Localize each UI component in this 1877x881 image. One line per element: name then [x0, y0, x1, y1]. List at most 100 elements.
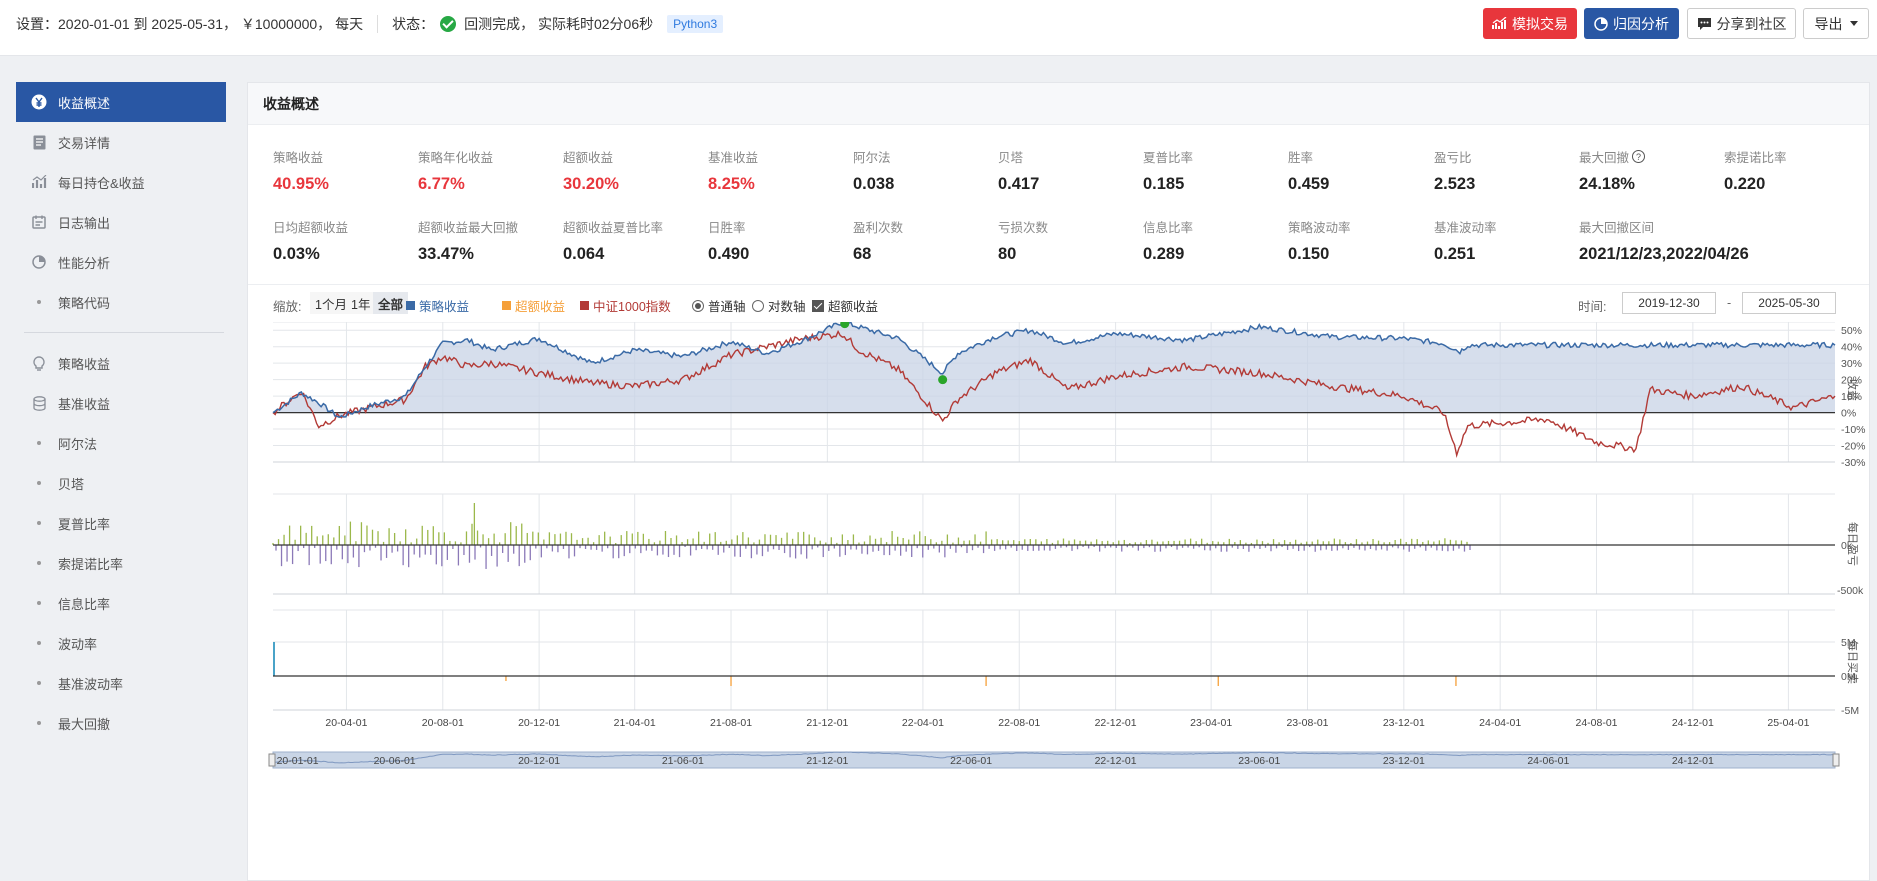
return-chart: 50% 40% 30% 20% 10% 0% -10% -20% -30% 收益: [272, 322, 1866, 469]
log-axis-radio[interactable]: 对数轴: [752, 296, 806, 315]
sidebar-item-benchmark-volatility[interactable]: 基准波动率: [16, 663, 226, 703]
y-tick-label: 10%: [1841, 391, 1862, 403]
sidebar-item-sharpe[interactable]: 夏普比率: [16, 503, 226, 543]
sidebar-item-return-overview[interactable]: 收益概述: [16, 82, 226, 122]
sidebar-item-label: 策略收益: [58, 356, 111, 372]
zoom-1-year-button[interactable]: 1年: [346, 292, 376, 314]
sidebar-item-label: 最大回撤: [58, 716, 111, 732]
attribution-label: 归因分析: [1613, 15, 1669, 32]
sidebar-item-strategy-code[interactable]: 策略代码: [16, 282, 226, 322]
metric-sharpe: 夏普比率 0.185: [1143, 147, 1193, 194]
metric-value: 30.20%: [563, 175, 619, 193]
navigator-tick-label: 24-12-01: [1672, 755, 1714, 767]
bullet-dot-icon: [37, 641, 41, 645]
start-date-input[interactable]: 2019-12-30: [1622, 292, 1716, 314]
metric-value: 2.523: [1434, 175, 1476, 193]
metric-value: 0.185: [1143, 175, 1185, 193]
metric-label: 贝塔: [998, 151, 1024, 165]
metric-value: 0.490: [708, 245, 750, 263]
sidebar: 收益概述 交易详情 每日持仓&收益 日志输出 性能分析 策略代码 策略收益 基准…: [16, 82, 226, 743]
sidebar-item-volatility[interactable]: 波动率: [16, 623, 226, 663]
metric-label: 超额收益: [563, 151, 614, 165]
metric-win-rate: 胜率 0.459: [1288, 147, 1329, 194]
sidebar-item-label: 性能分析: [58, 255, 111, 271]
metric-label: 策略年化收益: [418, 151, 494, 165]
zoom-label: 缩放:: [273, 300, 302, 314]
metric-strategy-return: 策略收益 40.95%: [273, 147, 329, 194]
show-excess-checkbox[interactable]: 超额收益: [812, 296, 878, 315]
export-dropdown-button[interactable]: 导出: [1803, 8, 1869, 39]
lightbulb-icon: [30, 354, 48, 372]
y-tick-label: -5M: [1841, 705, 1859, 717]
daily-pnl-chart: 0k -500k 每日盈亏: [272, 503, 1864, 597]
x-tick-label: 25-04-01: [1767, 717, 1809, 729]
legend-excess-return[interactable]: 超额收益: [502, 296, 565, 315]
sidebar-item-alpha[interactable]: 阿尔法: [16, 423, 226, 463]
metric-label: 盈利次数: [853, 221, 904, 235]
question-circle-icon[interactable]: ?: [1632, 150, 1646, 163]
metric-excess-return: 超额收益 30.20%: [563, 147, 619, 194]
sidebar-item-max-drawdown[interactable]: 最大回撤: [16, 703, 226, 743]
sidebar-item-daily-holdings[interactable]: 每日持仓&收益: [16, 162, 226, 202]
sidebar-item-strategy-return[interactable]: 策略收益: [16, 343, 226, 383]
metric-label: 阿尔法: [853, 151, 891, 165]
log-axis-label: 对数轴: [768, 300, 806, 314]
range-navigator[interactable]: 20-01-01 20-06-01 20-12-01 21-06-01 21-12-01…: [268, 751, 1840, 769]
sidebar-item-log-output[interactable]: 日志输出: [16, 202, 226, 242]
metric-value: 0.038: [853, 175, 895, 193]
x-tick-label: 23-12-01: [1383, 717, 1425, 729]
sidebar-item-performance[interactable]: 性能分析: [16, 242, 226, 282]
simulate-trading-button[interactable]: 模拟交易: [1483, 8, 1577, 39]
backtest-chart[interactable]: 50% 40% 30% 20% 10% 0% -10% -20% -30% 收益 0k -500k 每…: [248, 322, 1869, 881]
metric-value: 0.459: [1288, 175, 1330, 193]
end-date-input[interactable]: 2025-05-30: [1742, 292, 1836, 314]
metric-value: 6.77%: [418, 175, 465, 193]
sidebar-item-label: 策略代码: [58, 295, 111, 311]
sidebar-item-beta[interactable]: 贝塔: [16, 463, 226, 503]
chart-toolbar: 缩放: 1个月 1年 全部 策略收益 超额收益 中证1000指数 普通轴 对数轴…: [248, 289, 1869, 319]
x-tick-label: 21-08-01: [710, 717, 752, 729]
legend-label: 中证1000指数: [593, 300, 671, 314]
backtest-settings: 设置： 2020-01-01 到 2025-05-31， ￥10000000， …: [16, 14, 724, 34]
y-tick-label: -500k: [1837, 585, 1864, 597]
legend-swatch: [580, 301, 589, 310]
metric-value: 68: [853, 245, 872, 263]
sidebar-item-label: 基准波动率: [58, 676, 124, 692]
x-tick-label: 20-04-01: [325, 717, 367, 729]
sidebar-item-benchmark-return[interactable]: 基准收益: [16, 383, 226, 423]
check-circle-icon: [440, 16, 457, 32]
bullet-dot-icon: [37, 300, 41, 304]
metric-label: 策略收益: [273, 151, 324, 165]
daily-trade-chart: 5M 0M -5M 每日买卖: [273, 637, 1860, 717]
legend-benchmark[interactable]: 中证1000指数: [580, 296, 671, 315]
bullet-dot-icon: [37, 481, 41, 485]
share-to-community-button[interactable]: 分享到社区: [1687, 8, 1796, 39]
metric-value: 0.03%: [273, 245, 320, 263]
legend-strategy-return[interactable]: 策略收益: [406, 296, 469, 315]
y-tick-label: 0k: [1841, 540, 1853, 552]
legend-swatch: [502, 301, 511, 310]
metric-value: 80: [998, 245, 1017, 263]
attribution-analysis-button[interactable]: 归因分析: [1584, 8, 1679, 39]
x-tick-label: 20-12-01: [518, 717, 560, 729]
x-tick-label: 24-08-01: [1575, 717, 1617, 729]
sidebar-item-trade-details[interactable]: 交易详情: [16, 122, 226, 162]
sidebar-item-sortino[interactable]: 索提诺比率: [16, 543, 226, 583]
zoom-1-month-button[interactable]: 1个月: [310, 292, 352, 314]
database-icon: [30, 394, 48, 412]
metric-win-count: 盈利次数 68: [853, 217, 903, 264]
metric-value: 0.064: [563, 245, 605, 263]
y-tick-label: 0M: [1841, 671, 1856, 683]
y-tick-label: 50%: [1841, 325, 1862, 337]
metric-label-text: 最大回撤: [1579, 151, 1630, 165]
sidebar-item-label: 索提诺比率: [58, 556, 124, 572]
sidebar-item-information-ratio[interactable]: 信息比率: [16, 583, 226, 623]
metric-label: 盈亏比: [1434, 151, 1472, 165]
status-value: 回测完成， 实际耗时02分06秒: [464, 16, 654, 32]
bar-chart-icon: [30, 173, 48, 191]
navigator-tick-label: 22-06-01: [950, 755, 992, 767]
main-panel: 收益概述 策略收益 40.95% 策略年化收益 6.77% 超额收益 30.20% 基…: [247, 82, 1870, 881]
normal-axis-radio[interactable]: 普通轴: [692, 296, 746, 315]
x-tick-label: 21-04-01: [614, 717, 656, 729]
zoom-all-button[interactable]: 全部: [373, 292, 409, 314]
